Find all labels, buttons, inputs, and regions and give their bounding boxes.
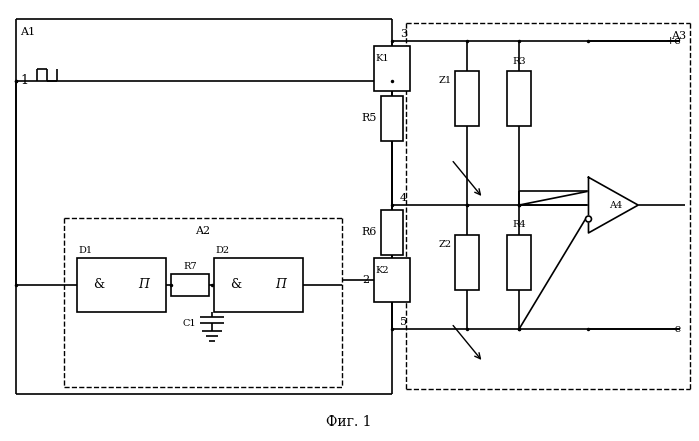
Bar	[77, 258, 166, 312]
Bar	[374, 46, 410, 91]
Bar	[374, 258, 410, 303]
Bar	[455, 71, 480, 126]
Text: Z1: Z1	[438, 76, 452, 86]
Text: 2: 2	[362, 275, 369, 284]
Text: Z2: Z2	[438, 240, 452, 249]
Bar	[507, 235, 531, 290]
Text: R3: R3	[512, 56, 526, 66]
Text: C1: C1	[182, 319, 196, 328]
Text: A1: A1	[20, 27, 35, 37]
Bar	[455, 235, 480, 290]
Text: -e: -e	[672, 324, 682, 334]
Text: 4: 4	[400, 193, 407, 203]
Text: R5: R5	[361, 112, 377, 123]
Text: 5: 5	[400, 318, 407, 327]
Text: A2: A2	[195, 226, 210, 236]
Text: Π: Π	[275, 278, 286, 291]
Text: Π: Π	[138, 278, 149, 291]
Text: 3: 3	[400, 29, 407, 39]
Text: R7: R7	[183, 262, 197, 271]
Text: R4: R4	[512, 220, 526, 229]
Bar	[381, 210, 403, 255]
Circle shape	[586, 216, 591, 222]
Text: K1: K1	[376, 54, 389, 63]
Text: Фиг. 1: Фиг. 1	[326, 415, 372, 429]
Text: &: &	[93, 278, 104, 291]
Text: A3: A3	[671, 31, 686, 41]
Text: K2: K2	[376, 266, 389, 275]
Bar	[214, 258, 303, 312]
Bar	[507, 71, 531, 126]
Polygon shape	[589, 177, 638, 233]
Text: +e: +e	[666, 36, 682, 46]
Text: D1: D1	[79, 247, 93, 255]
Bar	[381, 96, 403, 141]
Text: 1: 1	[20, 75, 28, 87]
Text: &: &	[230, 278, 241, 291]
Text: A4: A4	[610, 201, 622, 209]
Text: D2: D2	[216, 247, 230, 255]
Bar	[171, 274, 209, 295]
Text: R6: R6	[361, 227, 377, 237]
